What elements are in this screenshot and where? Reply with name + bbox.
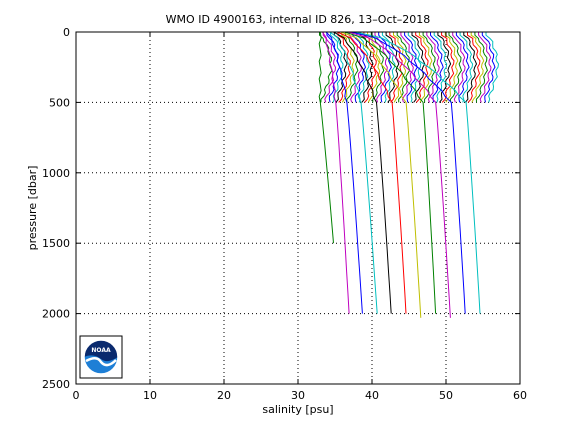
profile-line-shallow <box>381 32 396 103</box>
profile-line-shallow <box>478 32 492 103</box>
profile-line-shallow <box>441 32 455 103</box>
profile-line-shallow <box>374 32 388 103</box>
profile-line-shallow <box>474 32 488 103</box>
x-tick-label: 50 <box>439 389 453 402</box>
profile-line-shallow <box>422 32 437 103</box>
profile-line-shallow <box>356 32 370 103</box>
profile-line-shallow <box>415 32 429 103</box>
x-tick-label: 20 <box>217 389 231 402</box>
profile-line-shallow <box>389 32 403 103</box>
profile-line-shallow <box>455 32 470 103</box>
profile-line-deep <box>336 32 407 314</box>
profile-line-shallow <box>430 32 444 103</box>
profile-line-shallow <box>333 32 348 103</box>
profile-line-shallow <box>437 32 452 103</box>
profile-line-shallow <box>418 32 433 103</box>
profile-line-shallow <box>396 32 411 103</box>
profile-line-shallow <box>481 32 496 103</box>
profile-line-shallow <box>359 32 374 103</box>
profile-line-shallow <box>459 32 474 103</box>
profile-line-shallow <box>337 32 351 103</box>
y-tick-label: 1000 <box>42 167 70 180</box>
profile-line-shallow <box>463 32 478 103</box>
profile-line-shallow <box>448 32 463 103</box>
profile-line-shallow <box>407 32 422 103</box>
profile-line-deep <box>329 32 378 314</box>
profile-line-deep <box>333 32 392 314</box>
axis-ticks: 0 10 20 30 40 50 60 0 500 1000 1500 2000 2500 <box>42 26 527 402</box>
profile-line-shallow <box>330 32 344 103</box>
profile-line-deep <box>351 32 466 314</box>
x-tick-label: 10 <box>143 389 157 402</box>
logo-wave <box>85 357 117 367</box>
y-axis-label: pressure [dbar] <box>26 166 39 251</box>
profile-line-deep <box>325 32 363 314</box>
logo-sky <box>84 340 118 362</box>
profile-line-shallow <box>352 32 367 103</box>
x-tick-label: 60 <box>513 389 527 402</box>
profile-line-deep <box>318 32 334 244</box>
profile-line-shallow <box>444 32 459 103</box>
chart-title: WMO ID 4900163, internal ID 826, 13–Oct–… <box>166 13 431 26</box>
y-tick-label: 1500 <box>42 237 70 250</box>
x-axis-label: salinity [psu] <box>262 403 333 416</box>
profile-line-deep <box>340 32 422 318</box>
profile-line-shallow <box>411 32 426 103</box>
grid <box>76 32 520 384</box>
profile-line-shallow <box>344 32 359 103</box>
profile-line-deep <box>348 32 451 318</box>
y-tick-label: 2000 <box>42 308 70 321</box>
logo-ring <box>83 339 119 375</box>
profile-line-shallow <box>485 32 500 103</box>
x-tick-label: 40 <box>365 389 379 402</box>
profile-line-deep <box>321 32 350 314</box>
x-tick-label: 0 <box>73 389 80 402</box>
y-tick-label: 2500 <box>42 378 70 391</box>
profile-line-shallow <box>452 32 466 103</box>
profile-line-deep <box>355 32 481 314</box>
profile-line-shallow <box>426 32 440 103</box>
logo-text: NOAA <box>91 347 111 354</box>
profile-line-shallow <box>470 32 485 103</box>
profile-line-shallow <box>393 32 407 103</box>
y-tick-label: 0 <box>63 26 70 39</box>
profile-line-shallow <box>467 32 481 103</box>
y-tick-label: 500 <box>49 96 70 109</box>
noaa-logo-icon: NOAA <box>79 335 123 379</box>
profile-line-deep <box>344 32 437 314</box>
profile-line-shallow <box>378 32 392 103</box>
profile-line-shallow <box>400 32 414 103</box>
profile-line-shallow <box>433 32 448 103</box>
data-series <box>318 32 500 318</box>
profile-line-shallow <box>322 32 337 103</box>
x-tick-label: 30 <box>291 389 305 402</box>
